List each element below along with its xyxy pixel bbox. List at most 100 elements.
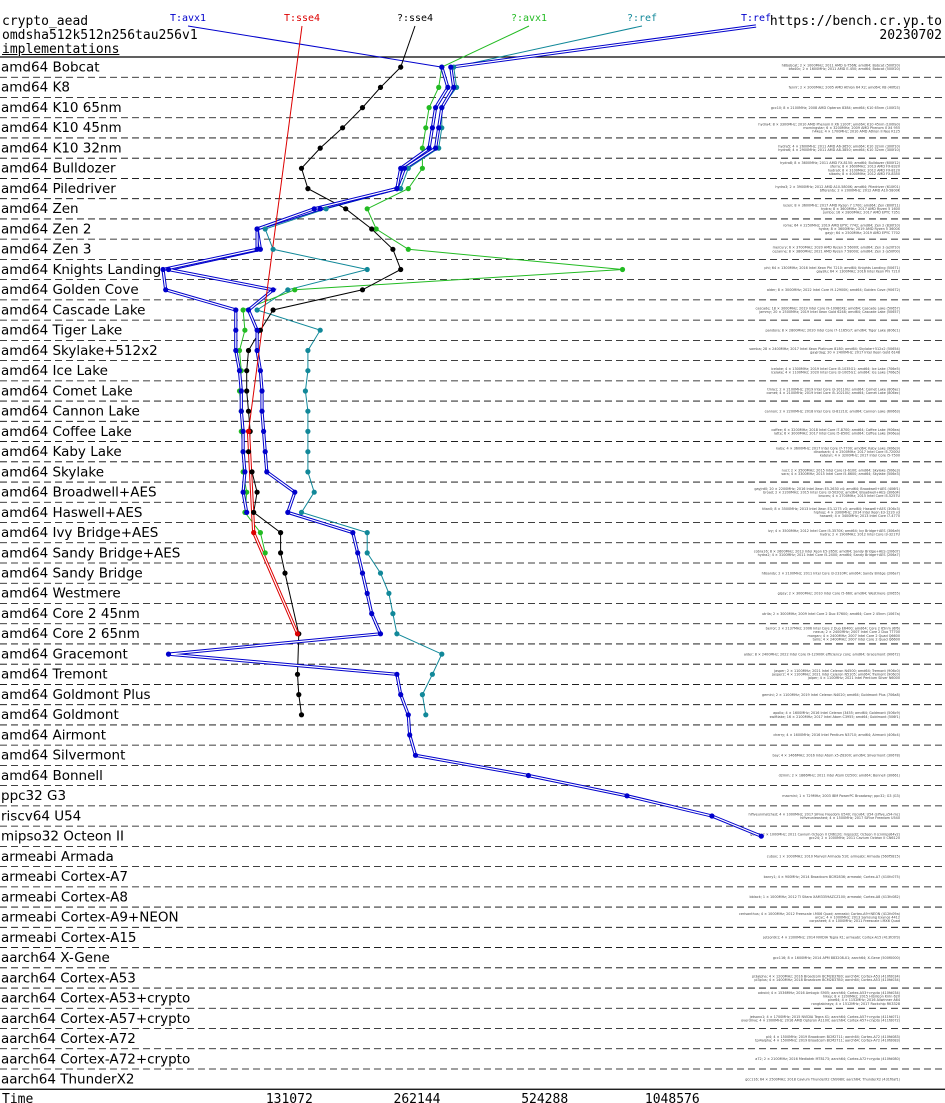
machine-note: a72; 2 × 2100MHz; 2016 Mediatek MT8173; … [755,1057,900,1061]
data-point-t-ref [624,793,630,799]
machine-note: arcyc; 4 × 1000MHz; 2013 Samsung Exynos … [815,915,900,919]
machine-note: bblack; 1 × 1000MHz; 2012 TI Sitara XAM3… [750,895,901,899]
data-point-sse4 [305,186,311,192]
data-point-t-ref [359,570,366,576]
data-point-t-ref [317,206,323,212]
machine-note: utrila; 2 × 3000MHz; 2009 Intel Core 2 D… [762,612,901,616]
data-point-ref [302,388,308,394]
machine-note: gcc24; 2 × 1000MHz; 2011 Cavium Octeon I… [809,836,900,840]
data-point-sse4 [298,712,305,718]
data-point-t-ref [436,125,442,131]
leader-line-sse4 [400,25,416,68]
data-point-t-ref [398,692,404,698]
machine-note: macmini; 1 × 729MHz; 2003 IBM PowerPC Br… [782,794,900,798]
series-line-inner-t-avx1 [162,66,449,513]
data-point-sse4 [245,347,252,354]
data-point-t-avx1 [429,125,435,131]
machine-note: hydra5; 4 × 2600MHz; 2011 AMD A6-3650; a… [778,144,900,148]
data-point-t-ref [270,287,276,293]
machine-note: jetsonx1; 4 × 1700MHz; 2015 NVIDIA Tegra… [749,1015,901,1019]
site-url[interactable]: https://bench.cr.yp.to [769,14,942,29]
row-label-amd64-skylake: amd64 Skylake [1,464,104,480]
x-axis-label: Time [2,1092,33,1103]
data-point-avx1 [257,530,263,536]
machine-note: jasper2; 4 × 1100MHz; 2021 Intel Celeron… [771,673,901,677]
row-label-armeabi-armada: armeabi Armada [1,849,114,865]
data-point-sse4 [359,287,366,293]
machine-note: jasper; 2 × 1100MHz; 2021 Intel Celeron … [773,669,900,673]
data-point-t-ref [401,165,408,171]
data-point-avx1 [240,307,246,313]
data-point-avx1 [405,246,411,252]
data-point-avx1 [364,206,370,212]
impl-label-t-ref: T:ref [741,13,771,24]
data-point-avx1 [242,327,248,333]
row-label-amd64-bobcat: amd64 Bobcat [1,60,100,76]
data-point-avx1 [244,489,250,495]
data-point-t-ref [525,772,532,779]
machine-note: gayjrdag; 20 × 2400MHz; 2017 Intel Xeon … [810,350,900,354]
data-point-ref [317,327,323,333]
row-label-armeabi-cortex-a9-neon: armeabi Cortex-A9+NEON [1,910,179,926]
data-point-sse4 [398,64,404,70]
series-line-inner-t-ref [168,67,762,837]
machine-note: hifiveunmatched; 4 × 1000MHz; 2017 SiFiv… [748,812,900,816]
machine-note: gcc23; 2 × 1000MHz; 2011 Cavium Octeon I… [750,833,900,837]
data-point-sse4 [298,165,305,171]
x-axis: Time 131072 262144 524288 1048576 [2,1092,700,1103]
data-point-sse4 [359,105,366,111]
machine-note: rome; 64 × 2250MHz; 2019 AMD EPYC 7742; … [783,224,901,228]
row-label-armeabi-cortex-a7: armeabi Cortex-A7 [1,869,128,885]
report-date: 20230702 [879,28,942,43]
data-point-ref [364,550,370,556]
row-label-amd64-airmont: amd64 Airmont [1,727,106,743]
data-point-sse4 [296,692,302,698]
machine-note: hydra; 2 × 1900MHz; 2012 Intel Core i3-3… [820,533,900,537]
machine-note: pine64; 4 × 1152MHz; 2016 Allwinner A64 [828,998,900,1002]
data-point-t-ref [285,509,291,515]
machine-note: hydra9; 8 × 3100MHz; 2012 AMD FX-8120 [828,168,900,172]
leader-line-t-sse4 [248,25,303,432]
row-label-aarch64-cortex-a72-crypto: aarch64 Cortex-A72+crypto [1,1051,190,1067]
machine-note: icelake; 4 × 1300MHz; 2019 Intel Core i5… [771,367,901,371]
row-label-amd64-sandy-bridge: amd64 Sandy Bridge [1,566,143,582]
leader-line-avx1 [441,25,530,68]
machine-note: jetsontk1; 4 × 2300MHz; 2014 NVIDIA Tegr… [762,936,900,940]
data-point-t-ref [262,449,268,455]
row-label-aarch64-x-gene: aarch64 X-Gene [1,950,110,966]
row-label-amd64-goldmont-plus: amd64 Goldmont Plus [1,687,151,703]
machine-note: latte; 6 × 3000MHz; 2017 Intel Core i5-8… [774,431,901,435]
data-point-avx1 [419,145,425,151]
machine-note: hifiveunleashed; 4 × 1500MHz; 2017 SiFiv… [800,816,900,820]
machine-note: sibaris; 8 × 4000MHz; 2012 AMD FX-8350 [829,172,900,176]
machine-notes: h8bobcat; 2 × 1000MHz; 2011 AMD G-T56N; … [739,64,901,1082]
data-point-t-avx1 [242,469,248,475]
data-point-avx1 [419,165,425,171]
implementations-link[interactable]: implementations [2,42,120,57]
data-point-t-avx1 [160,266,166,273]
data-point-sse4 [270,307,276,313]
data-point-ref [305,368,311,374]
machine-note: gayjr; 64 × 2500MHz; 2019 AMD EPYC 7702 [825,231,900,235]
primitive-name: crypto_aead [2,14,89,29]
machine-note: hydra8; 8 × 3600MHz; 2011 AMD FX-8150; a… [780,161,901,165]
machine-note: d2mm; 2 × 1866MHz; 2011 Intel Atom D2500… [779,774,901,778]
machine-note: gemini; 2 × 1100MHz; 2019 Intel Celeron … [762,693,901,697]
row-label-amd64-kaby-lake: amd64 Kaby Lake [1,444,122,460]
data-point-sse4 [278,550,284,556]
machine-note: apollo; 4 × 1600MHz; 2016 Intel Celeron … [773,711,901,715]
row-label-amd64-k10-45nm: amd64 K10 45nm [1,120,122,136]
data-point-ref [298,509,305,515]
impl-label-sse4: ?:sse4 [397,13,433,24]
row-label-amd64-cannon-lake: amd64 Cannon Lake [1,404,140,420]
data-point-ref [398,186,404,192]
machine-note: gcc116; 8 × 1600MHz; 2014 APM 883208-X1;… [773,956,901,960]
data-point-avx1 [405,186,411,192]
machine-note: jumbo; 16 × 2800MHz; 2017 AMD EPYC 7351 [822,211,900,215]
machine-note: cubox; 1 × 1000MHz; 2010 Marvell Armada … [767,855,901,859]
data-point-t-ref [369,611,375,617]
machine-note: cerisanthus; 4 × 1000MHz; 2012 Freescale… [739,912,901,916]
row-label-amd64-broadwell-aes: amd64 Broadwell+AES [1,485,157,501]
leader-line-t-avx1 [187,25,442,68]
